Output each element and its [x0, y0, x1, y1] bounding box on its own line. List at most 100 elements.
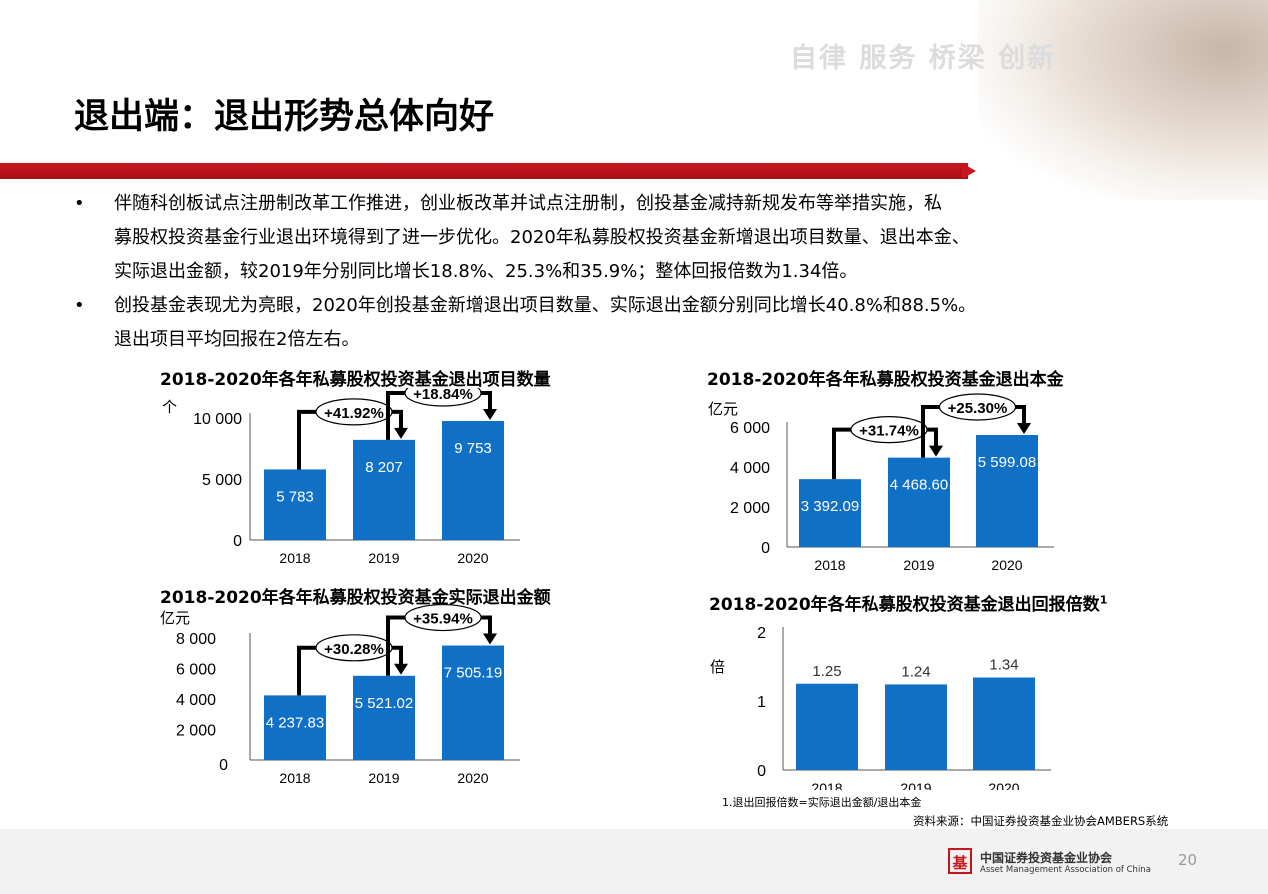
bullet-item: • 创投基金表现尤为亮眼，2020年创投基金新增退出项目数量、实际退出金额分别同…: [74, 289, 1194, 357]
bar: [796, 683, 858, 770]
y-tick-label: 10 000: [193, 411, 242, 428]
growth-ellipse: [404, 603, 482, 632]
bar: [353, 439, 415, 540]
x-tick-label: 2019: [368, 770, 399, 786]
bar-value-label: 7 505.19: [444, 665, 502, 682]
chart-exit-amount: 亿元 02 000 4 000 6 000 8 000 4 237.83 2018 5 521…: [160, 603, 520, 786]
bullet-line: 退出项目平均回报在2倍左右。: [114, 329, 360, 350]
bar: [799, 479, 861, 547]
y-axis-unit-label: 亿元: [708, 401, 738, 418]
x-tick-label: 2020: [457, 770, 488, 786]
x-tick-label: 2018: [279, 770, 310, 786]
y-tick-label: 4 000: [176, 692, 216, 709]
footnote: 1.退出回报倍数=实际退出金额/退出本金: [722, 796, 922, 809]
chart-title-exit-amount: 2018-2020年各年私募股权投资基金实际退出金额: [160, 588, 551, 608]
chart-exit-count: 个 0 5 000 10 000 5 783 2018 8 207 2019 9 753 2020…: [162, 388, 520, 566]
y-tick-label: 5 000: [202, 472, 242, 489]
bar: [442, 645, 504, 760]
x-tick-label: 2020: [457, 550, 488, 566]
chart-title-text: 2018-2020年各年私募股权投资基金退出回报倍数: [709, 595, 1100, 615]
logo-icon: 基: [948, 848, 972, 874]
bullet-line: 实际退出金额，较2019年分别同比增长18.8%、25.3%和35.9%；整体回…: [114, 261, 858, 282]
y-tick-label: 2 000: [730, 500, 770, 517]
chart-exit-principal: 亿元 0 2 000 4 000 6 000 3 392.09 2018 4 468.60 20…: [708, 393, 1054, 573]
growth-label: +25.30%: [948, 400, 1008, 417]
y-axis-unit-label: 亿元: [160, 610, 190, 627]
growth-arrowhead: [394, 663, 408, 675]
growth-arrowhead: [394, 427, 408, 439]
bar-value-label: 1.25: [812, 663, 841, 680]
bar-value-label: 4 237.83: [266, 714, 324, 731]
bullet-marker: •: [74, 193, 85, 214]
bar-value-label: 1.34: [989, 657, 1018, 674]
y-tick-label: 2: [757, 625, 766, 642]
growth-label: +18.84%: [413, 388, 473, 403]
bar-value-label: 5 599.08: [978, 454, 1036, 471]
growth-label: +30.28%: [324, 641, 384, 658]
footnote-marker: 1: [1099, 593, 1108, 607]
seal-photo-decoration: [978, 0, 1268, 200]
bar-value-label: 5 521.02: [355, 695, 413, 712]
bar: [888, 457, 950, 547]
x-tick-label: 2020: [988, 780, 1019, 790]
growth-ellipse: [850, 416, 928, 444]
page-number: 20: [1178, 851, 1198, 869]
y-axis-unit-label: 倍: [710, 659, 725, 676]
x-tick-label: 2019: [368, 550, 399, 566]
chart-title-return-multiple: 2018-2020年各年私募股权投资基金退出回报倍数1: [709, 590, 1107, 615]
y-tick-label: 0: [219, 757, 228, 774]
slogan: 自律 服务 桥梁 创新: [790, 43, 1057, 74]
bar: [885, 684, 947, 770]
y-tick-label: 0: [757, 763, 766, 780]
bullet-line: 募股权投资基金行业退出环境得到了进一步优化。2020年私募股权投资基金新增退出项…: [114, 227, 970, 248]
bar: [976, 435, 1038, 547]
y-tick-label: 0: [761, 540, 770, 557]
growth-label: +41.92%: [324, 405, 384, 422]
bullet-line: 伴随科创板试点注册制改革工作推进，创业板改革并试点注册制，创投基金减持新规发布等…: [114, 193, 942, 214]
growth-ellipse: [404, 388, 482, 407]
growth-arrowhead: [483, 633, 497, 645]
bar: [353, 675, 415, 760]
bar-value-label: 5 783: [276, 488, 314, 505]
y-tick-label: 1: [757, 694, 766, 711]
bar-value-label: 4 468.60: [890, 477, 948, 494]
bar-value-label: 8 207: [365, 459, 403, 476]
bar-value-label: 1.24: [901, 663, 930, 680]
y-tick-label: 0: [233, 533, 242, 550]
org-name-cn: 中国证券投资基金业协会: [980, 851, 1113, 865]
y-tick-label: 8 000: [176, 631, 216, 648]
bar: [442, 421, 504, 540]
chart-return-multiple: 倍 0 1 2 1.25 2018 1.24 2019 1.34 2020: [710, 625, 1051, 790]
growth-label: +31.74%: [859, 423, 919, 440]
x-tick-label: 2018: [814, 557, 845, 573]
title-divider-bar: [0, 163, 968, 179]
growth-ellipse: [938, 393, 1017, 421]
bar: [973, 677, 1035, 770]
growth-arrowhead: [483, 409, 497, 421]
bar-value-label: 9 753: [454, 440, 492, 457]
x-tick-label: 2019: [903, 557, 934, 573]
y-tick-label: 2 000: [176, 723, 216, 740]
x-tick-label: 2020: [991, 557, 1022, 573]
bullet-item: • 伴随科创板试点注册制改革工作推进，创业板改革并试点注册制，创投基金减持新规发…: [74, 187, 1194, 289]
growth-label: +35.94%: [413, 611, 473, 628]
bar: [264, 695, 326, 760]
growth-ellipse: [315, 398, 393, 426]
growth-arrowhead: [1017, 423, 1031, 435]
chart-title-exit-principal: 2018-2020年各年私募股权投资基金退出本金: [707, 370, 1064, 390]
bar: [264, 469, 326, 540]
x-tick-label: 2018: [279, 550, 310, 566]
chart-title-exit-count: 2018-2020年各年私募股权投资基金退出项目数量: [160, 370, 551, 390]
y-tick-label: 6 000: [730, 420, 770, 437]
x-tick-label: 2018: [811, 780, 842, 790]
page-title: 退出端：退出形势总体向好: [74, 97, 495, 137]
source-note: 资料来源：中国证券投资基金业协会AMBERS系统: [913, 814, 1169, 828]
bar-value-label: 3 392.09: [801, 498, 859, 515]
bullet-list: • 伴随科创板试点注册制改革工作推进，创业板改革并试点注册制，创投基金减持新规发…: [74, 187, 1194, 357]
org-name-en: Asset Management Association of China: [980, 865, 1151, 875]
divider-arrow-tip: [962, 163, 976, 179]
bullet-line: 创投基金表现尤为亮眼，2020年创投基金新增退出项目数量、实际退出金额分别同比增…: [114, 295, 977, 316]
y-tick-label: 6 000: [176, 662, 216, 679]
footer: [0, 829, 1268, 894]
